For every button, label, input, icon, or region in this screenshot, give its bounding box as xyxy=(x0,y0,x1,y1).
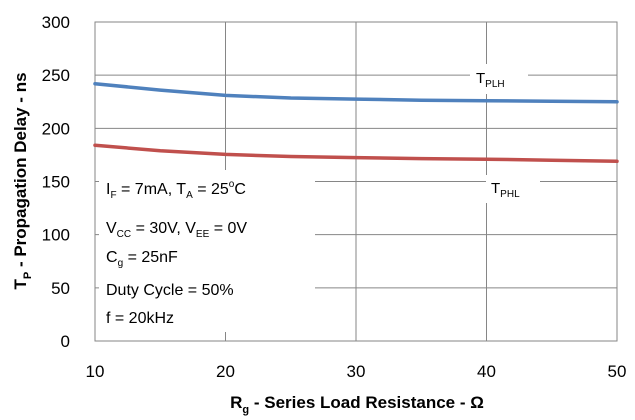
condition-vcc-vee: VCC = 30V, VEE = 0V xyxy=(106,220,247,240)
y-tick-labels: 0 50 100 150 200 250 300 xyxy=(42,13,70,351)
y-axis-title: TP - Propagation Delay - ns xyxy=(11,72,34,289)
series-line-phl xyxy=(93,143,619,164)
condition-cg: Cg = 25nF xyxy=(106,249,178,269)
y-tick-label-1: 50 xyxy=(51,279,70,298)
x-tick-label-1: 20 xyxy=(216,362,235,381)
condition-duty-cycle: Duty Cycle = 50% xyxy=(106,282,234,299)
conditions-box-bg xyxy=(99,170,315,332)
y-tick-label-4: 200 xyxy=(42,119,70,138)
x-tick-label-3: 40 xyxy=(477,362,496,381)
y-tick-label-6: 300 xyxy=(42,13,70,32)
series-label-tplh: TPLH xyxy=(476,70,505,90)
condition-if-ta: IF = 7mA, TA = 25oC xyxy=(106,179,246,201)
y-tick-label-5: 250 xyxy=(42,66,70,85)
plot-frame xyxy=(94,21,618,342)
x-tick-labels: 10 20 30 40 50 xyxy=(86,362,627,381)
tplh-label-bg xyxy=(470,64,528,94)
x-axis-title: Rg - Series Load Resistance - Ω xyxy=(230,393,484,416)
x-tick-label-4: 50 xyxy=(608,362,627,381)
tphl-label-bg xyxy=(486,175,540,203)
series-label-tphl: TPHL xyxy=(491,180,520,200)
series-line-plh xyxy=(93,81,619,104)
y-tick-label-0: 0 xyxy=(61,332,70,351)
x-tick-label-0: 10 xyxy=(86,362,105,381)
y-tick-label-2: 100 xyxy=(42,226,70,245)
y-tick-label-3: 150 xyxy=(42,173,70,192)
series-lines xyxy=(93,81,619,164)
condition-frequency: f = 20kHz xyxy=(106,310,174,327)
x-tick-label-2: 30 xyxy=(347,362,366,381)
